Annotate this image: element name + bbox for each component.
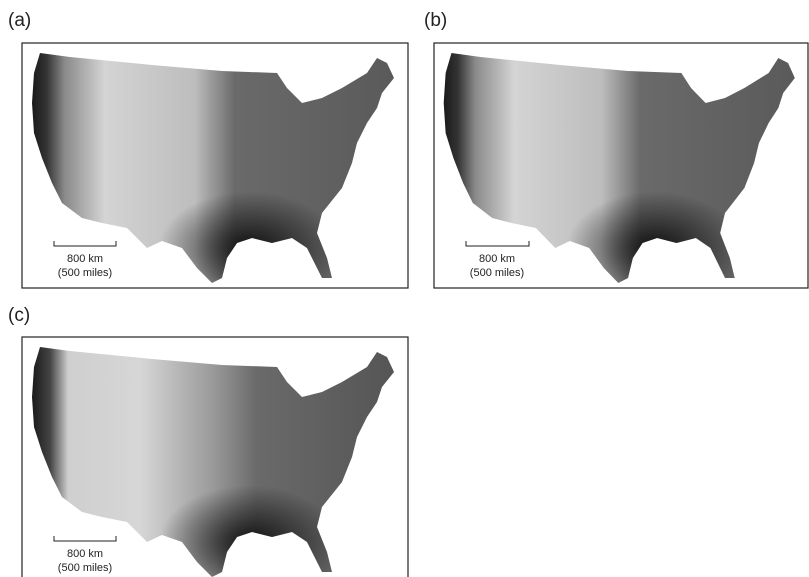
panel-label: (b) [424,10,447,31]
figure: (a) 800 km (500 miles) (b) 800 km (500 m… [0,0,809,577]
scale-miles: (500 miles) [58,562,112,574]
scale-km: 800 km [67,548,103,560]
scale-miles: (500 miles) [470,267,524,279]
scale-miles: (500 miles) [58,267,112,279]
panel-label: (c) [8,305,30,326]
scale-km: 800 km [479,253,515,265]
scale-km: 800 km [67,253,103,265]
panel-label: (a) [8,10,31,31]
